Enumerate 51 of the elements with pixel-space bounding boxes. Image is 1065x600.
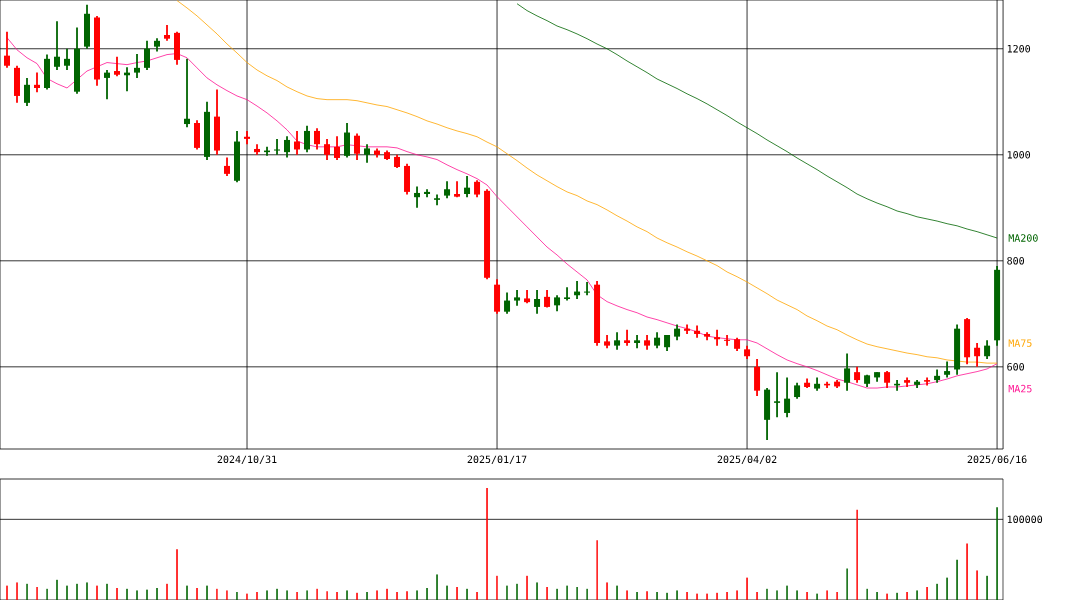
candlestick (354, 132, 361, 161)
candlestick (314, 127, 321, 151)
candlestick (54, 20, 60, 71)
y-tick-label: 600 (1007, 363, 1025, 371)
candlestick (344, 122, 351, 159)
x-tick-label: 2025/06/16 (967, 455, 1027, 464)
candlestick (724, 334, 731, 347)
candlestick (364, 143, 371, 164)
candlestick (64, 47, 71, 71)
candlestick (464, 175, 471, 199)
y-tick-label: 100000 (1007, 515, 1043, 524)
candlestick (774, 371, 781, 419)
candlestick (984, 339, 991, 360)
text: MA75 (1008, 339, 1032, 347)
candlestick (24, 77, 30, 107)
candlestick (334, 135, 341, 161)
candlestick (184, 57, 191, 129)
candlestick (324, 137, 331, 161)
candlestick (244, 130, 251, 146)
candlestick (784, 376, 791, 419)
x-tick-label: 2025/01/17 (467, 455, 527, 464)
x-tick-label: 2024/10/31 (217, 455, 277, 464)
candlestick (144, 39, 151, 71)
candlestick (224, 156, 231, 177)
candlestick (754, 357, 761, 397)
candlestick (284, 135, 291, 159)
candlestick (564, 286, 571, 302)
candlestick (104, 69, 111, 101)
candlestick (504, 291, 511, 315)
candlestick (304, 124, 311, 154)
x-tick-label: 2025/04/02 (717, 455, 777, 464)
y-tick-label: 800 (1007, 257, 1025, 265)
candlestick (694, 324, 701, 339)
candlestick (584, 281, 591, 297)
text: MA25 (1008, 384, 1032, 393)
candlestick (454, 180, 461, 199)
candlestick (974, 342, 981, 368)
candlestick (714, 328, 721, 347)
candlestick (274, 137, 281, 156)
candlestick (684, 323, 691, 335)
candlestick (624, 328, 631, 347)
candlestick (4, 30, 10, 69)
series-label: MA200 (1008, 234, 1038, 242)
candlestick (414, 185, 421, 209)
candlestick (134, 53, 141, 79)
candlestick (844, 352, 851, 392)
candlestick (34, 71, 40, 94)
y-tick-label: 1000 (1007, 150, 1031, 159)
candlestick (114, 55, 121, 78)
candlestick (534, 289, 541, 315)
y-tick-label: 1200 (1007, 44, 1031, 53)
